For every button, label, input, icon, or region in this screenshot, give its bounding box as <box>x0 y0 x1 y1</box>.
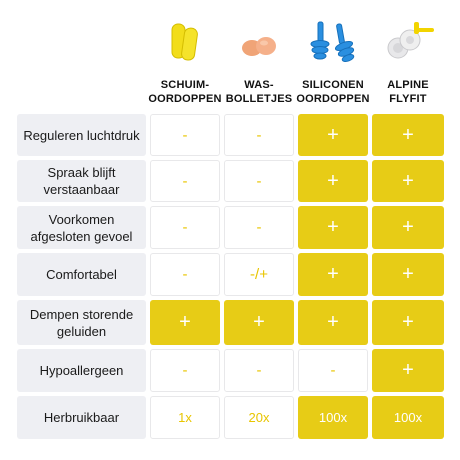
cell-silicone: + <box>298 300 368 345</box>
cell-wax: - <box>224 349 294 392</box>
wax-balls-icon <box>224 0 294 70</box>
silicone-earplugs-icon <box>298 0 368 70</box>
row-label-afgesloten: Voorkomen afgesloten gevoel <box>17 206 146 249</box>
row-label-hypoallergeen: Hypoallergeen <box>17 349 146 392</box>
cell-silicone: + <box>298 114 368 156</box>
row-label-luchtdruk: Reguleren luchtdruk <box>17 114 146 156</box>
cell-foam: - <box>150 349 220 392</box>
row-label-spraak: Spraak blijft verstaanbaar <box>17 160 146 202</box>
cell-alpine: + <box>372 206 444 249</box>
cell-wax: - <box>224 206 294 249</box>
column-header-wax: WAS- BOLLETJES <box>224 0 294 110</box>
cell-foam: - <box>150 114 220 156</box>
column-header-silicone: SILICONEN OORDOPPEN <box>296 0 370 110</box>
cell-wax: + <box>224 300 294 345</box>
column-label: SILICONEN OORDOPPEN <box>296 79 370 105</box>
column-header-foam: SCHUIM- OORDOPPEN <box>148 0 222 110</box>
cell-alpine: + <box>372 160 444 202</box>
cell-silicone: + <box>298 253 368 296</box>
cell-alpine: + <box>372 114 444 156</box>
cell-foam: - <box>150 206 220 249</box>
cell-wax: -/+ <box>224 253 294 296</box>
alpine-flyfit-icon <box>372 0 444 70</box>
cell-wax: - <box>224 114 294 156</box>
cell-wax: 20x <box>224 396 294 439</box>
row-label-dempen: Dempen storende geluiden <box>17 300 146 345</box>
cell-foam: - <box>150 160 220 202</box>
cell-foam: 1x <box>150 396 220 439</box>
cell-alpine: + <box>372 300 444 345</box>
cell-silicone: + <box>298 160 368 202</box>
cell-silicone: + <box>298 206 368 249</box>
cell-wax: - <box>224 160 294 202</box>
cell-silicone: - <box>298 349 368 392</box>
column-header-alpine: ALPINE FLYFIT <box>372 0 444 110</box>
cell-alpine: + <box>372 349 444 392</box>
row-label-herbruikbaar: Herbruikbaar <box>17 396 146 439</box>
cell-foam: - <box>150 253 220 296</box>
row-label-comfortabel: Comfortabel <box>17 253 146 296</box>
column-label: SCHUIM- OORDOPPEN <box>148 79 222 105</box>
cell-alpine: + <box>372 253 444 296</box>
foam-earplugs-icon <box>150 0 220 70</box>
cell-alpine: 100x <box>372 396 444 439</box>
column-label: ALPINE FLYFIT <box>387 79 429 105</box>
cell-silicone: 100x <box>298 396 368 439</box>
cell-foam: + <box>150 300 220 345</box>
column-label: WAS- BOLLETJES <box>225 79 293 105</box>
